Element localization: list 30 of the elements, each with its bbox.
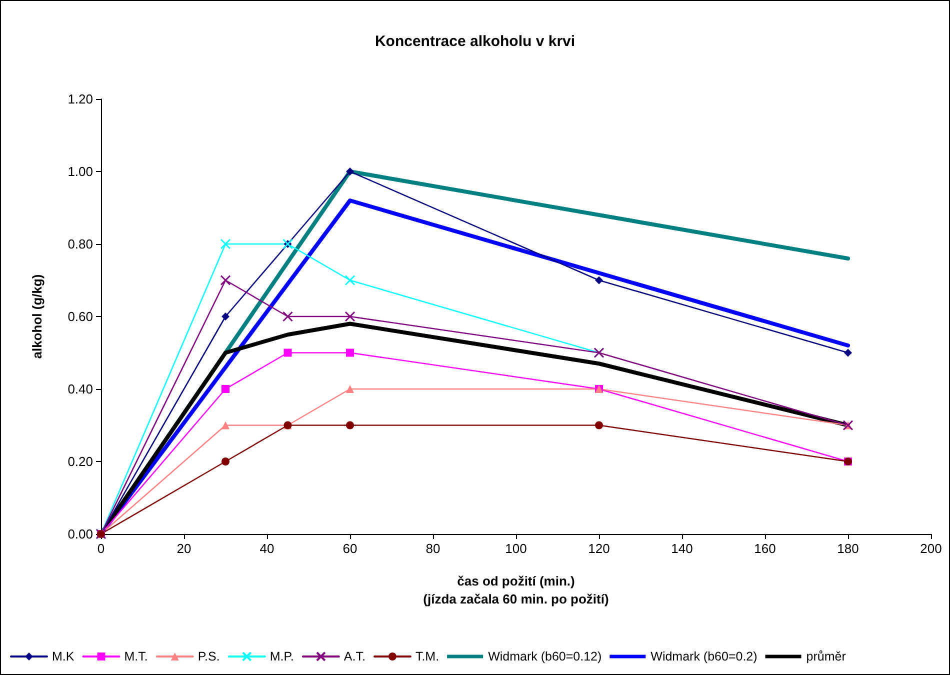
- x-tick-label: 200: [920, 541, 942, 556]
- legend-label: M.T.: [124, 650, 148, 664]
- y-tick-label: 0.20: [68, 454, 93, 469]
- legend-label: Widmark (b60=0.2): [650, 650, 758, 664]
- x-tick-label: 140: [671, 541, 693, 556]
- x-tick-label: 160: [754, 541, 776, 556]
- legend-label: A.T.: [344, 650, 366, 664]
- x-axis-title: čas od požití (min.) (jízda začala 60 min. po požití): [423, 574, 609, 606]
- x-tick-label: 40: [260, 541, 274, 556]
- legend-label: M.K: [52, 650, 75, 664]
- legend-label: P.S.: [198, 650, 220, 664]
- x-tick-label: 60: [342, 541, 358, 556]
- x-tick-label: 80: [426, 541, 440, 556]
- x-tick-label: 120: [588, 541, 610, 556]
- y-tick-label: 1.00: [68, 164, 93, 179]
- y-tick-label: 0.80: [68, 236, 93, 252]
- chart-title: Koncentrace alkoholu v krvi: [374, 33, 576, 50]
- x-tick-label: 20: [176, 541, 192, 556]
- legend-label: M.P.: [270, 650, 294, 664]
- y-tick-label: 0.60: [68, 309, 93, 324]
- x-tick-label: 180: [837, 541, 859, 556]
- x-tick-label: 0: [97, 541, 105, 556]
- legend-label: Widmark (b60=0.12): [488, 650, 602, 664]
- legend-label: T.M.: [415, 650, 440, 664]
- y-tick-label: 0.00: [68, 526, 93, 542]
- legend-label: průměr: [806, 650, 846, 664]
- y-tick-label: 0.40: [68, 382, 93, 396]
- x-tick-label: 100: [505, 541, 527, 556]
- y-tick-label: 1.20: [68, 92, 93, 106]
- y-axis-title: alkohol (g/kg): [30, 274, 44, 359]
